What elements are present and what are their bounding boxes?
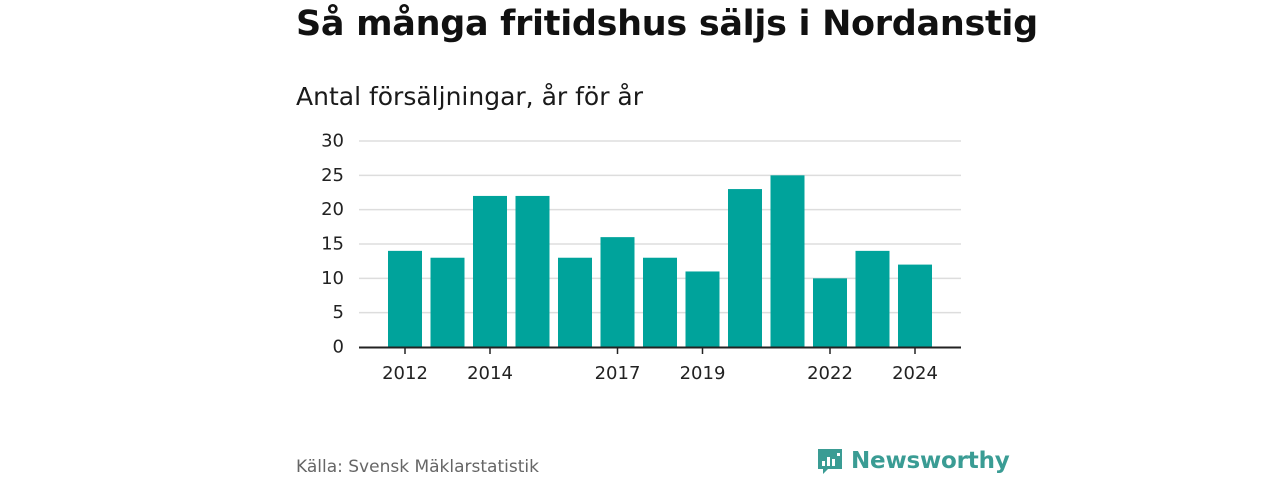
bar-2014 — [473, 195, 507, 347]
source-note: Källa: Svensk Mäklarstatistik — [296, 457, 539, 477]
x-tick-label: 2019 — [680, 363, 726, 384]
bar-2018 — [643, 257, 677, 347]
chart-title: Så många fritidshus säljs i Nordanstig — [296, 4, 1038, 44]
bar-2013 — [430, 257, 465, 347]
y-tick-label: 15 — [321, 234, 344, 255]
chart-subtitle: Antal försäljningar, år för år — [296, 82, 644, 111]
bar-2024 — [898, 264, 932, 347]
y-tick-label: 10 — [321, 268, 344, 289]
x-tick-label: 2012 — [382, 363, 428, 384]
x-tick-label: 2014 — [467, 363, 513, 384]
bar-2012 — [388, 250, 422, 347]
x-tick-label: 2017 — [595, 363, 641, 384]
y-tick-label: 0 — [333, 337, 344, 358]
bar-2017 — [600, 237, 635, 347]
newsworthy-logo-icon — [818, 449, 842, 474]
bar-2022 — [813, 278, 847, 347]
bar-2023 — [855, 250, 890, 347]
y-tick-label: 30 — [321, 131, 344, 152]
bar-2019 — [685, 271, 720, 347]
y-tick-label: 5 — [333, 302, 344, 323]
y-tick-label: 20 — [321, 199, 344, 220]
brand-name: Newsworthy — [851, 448, 1010, 474]
bar-2016 — [558, 257, 592, 347]
bar-2021 — [770, 175, 805, 347]
brand-logo[interactable]: Newsworthy — [815, 446, 1010, 476]
x-tick-label: 2022 — [807, 363, 853, 384]
x-tick-label: 2024 — [892, 363, 938, 384]
y-tick-label: 25 — [321, 165, 344, 186]
bar-2020 — [728, 189, 762, 347]
bar-2015 — [515, 195, 550, 347]
